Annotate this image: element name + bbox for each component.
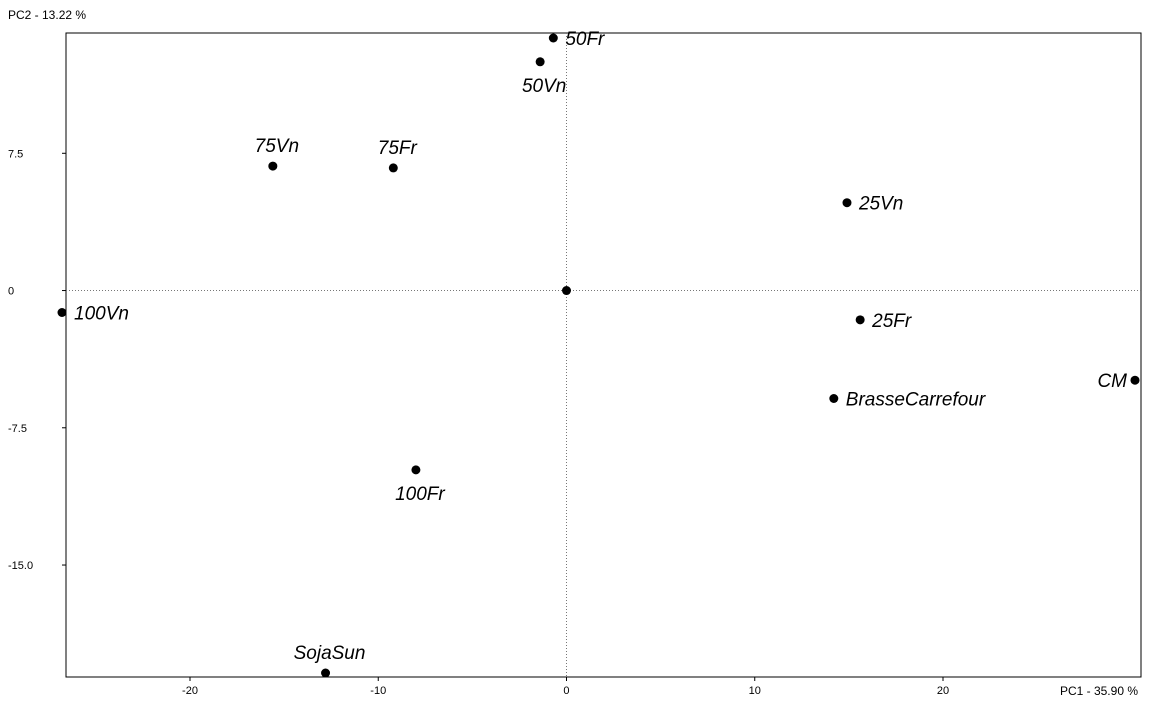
point-label: SojaSun — [294, 643, 366, 664]
point-label: CM — [1097, 371, 1127, 392]
point-label: 100Fr — [395, 484, 445, 505]
point-label: 25Vn — [858, 194, 903, 215]
point-label: 50Vn — [522, 76, 566, 97]
data-point — [548, 33, 558, 43]
data-points: 50Fr 50Vn 75Vn 75Fr 25Vn 100Vn 25Fr CM BrasseCar… — [57, 29, 1140, 678]
point-label: 100Vn — [74, 303, 129, 324]
y-tick-label: -15.0 — [8, 560, 33, 572]
point-label: 75Vn — [255, 136, 299, 157]
x-axis-ticks: -20 -10 0 10 20 — [182, 677, 949, 697]
y-tick-label: 0 — [8, 286, 14, 298]
x-axis-title: PC1 - 35.90 % — [1060, 684, 1138, 698]
y-axis-title: PC2 - 13.22 % — [8, 8, 86, 22]
data-point — [842, 198, 852, 208]
x-tick-label: 20 — [937, 685, 949, 697]
data-point — [855, 315, 865, 325]
x-tick-label: 10 — [749, 685, 761, 697]
y-tick-label: -7.5 — [8, 423, 27, 435]
x-tick-label: -10 — [370, 685, 386, 697]
y-tick-label: 7.5 — [8, 148, 23, 160]
data-point — [535, 57, 545, 67]
data-point — [1130, 375, 1140, 385]
point-label: 50Fr — [565, 29, 605, 50]
data-point — [829, 394, 839, 404]
x-tick-label: -20 — [182, 685, 198, 697]
data-point — [321, 668, 331, 678]
point-label: 75Fr — [378, 138, 418, 159]
data-point — [411, 465, 421, 475]
x-tick-label: 0 — [563, 685, 569, 697]
plot-frame — [65, 32, 1142, 678]
y-axis-ticks: 7.5 0 -7.5 -15.0 — [8, 148, 66, 572]
point-label: BrasseCarrefour — [846, 390, 986, 411]
data-point — [388, 163, 398, 173]
data-point — [561, 286, 571, 296]
data-point — [268, 161, 278, 171]
point-label: 25Fr — [871, 311, 912, 332]
data-point — [57, 307, 67, 317]
